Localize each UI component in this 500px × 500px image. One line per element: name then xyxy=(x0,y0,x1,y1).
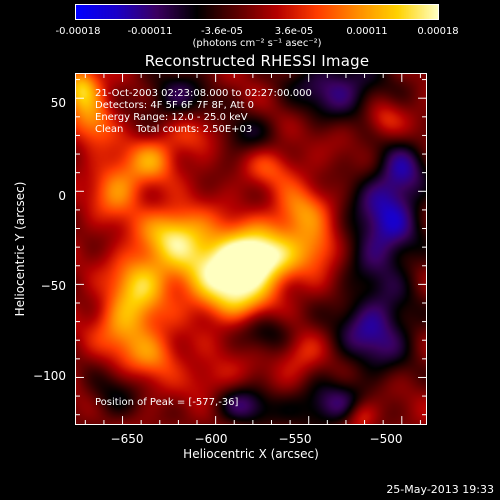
timestamp: 25-May-2013 19:33 xyxy=(386,483,494,496)
heatmap-image xyxy=(75,73,427,425)
annotation-detectors: Detectors: 4F 5F 6F 7F 8F, Att 0 xyxy=(95,100,255,111)
y-tick-label: 50 xyxy=(50,96,66,110)
x-tick-label: −650 xyxy=(110,432,144,446)
colorbar-tick-label: 0.00018 xyxy=(417,26,459,37)
colorbar-tick-label: -3.6e-05 xyxy=(201,26,243,37)
x-tick-label: −550 xyxy=(278,432,312,446)
colorbar-tick-label: -0.00011 xyxy=(127,26,173,37)
y-axis-label: Heliocentric Y (arcsec) xyxy=(13,181,27,317)
plot-title: Reconstructed RHESSI Image xyxy=(144,52,370,70)
y-tick-label: −50 xyxy=(40,279,66,293)
colorbar-tick-label: 3.6e-05 xyxy=(274,26,314,37)
annotation-energy-range: Energy Range: 12.0 - 25.0 keV xyxy=(95,112,248,123)
colorbar-units: (photons cm⁻² s⁻¹ asec⁻²) xyxy=(192,38,322,49)
colorbar-tick-label: -0.00018 xyxy=(55,26,101,37)
y-tick-label: 0 xyxy=(58,189,66,203)
annotation-time-range: 21-Oct-2003 02:23:08.000 to 02:27:00.000 xyxy=(95,88,312,99)
y-tick-label: −100 xyxy=(33,369,66,383)
annotation-clean-counts: Clean Total counts: 2.50E+03 xyxy=(95,124,253,135)
annotation-peak-position: Position of Peak = [-577,-36] xyxy=(95,397,239,408)
x-tick-label: −600 xyxy=(194,432,228,446)
x-tick-label: −500 xyxy=(369,432,403,446)
colorbar xyxy=(75,4,439,20)
axis-ticks xyxy=(76,74,426,424)
plot-frame xyxy=(75,73,427,425)
colorbar-tick-label: 0.00011 xyxy=(346,26,388,37)
x-axis-label: Heliocentric X (arcsec) xyxy=(183,447,319,461)
